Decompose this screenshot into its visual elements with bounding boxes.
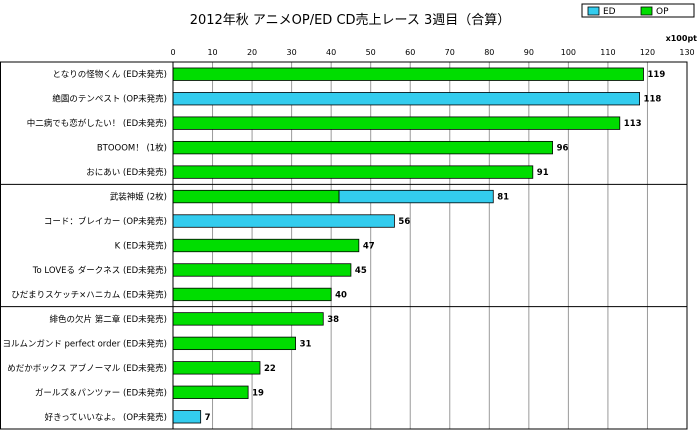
data-label: 81 (497, 193, 509, 203)
unit-label: x100pt (666, 34, 698, 43)
bar-segment (172, 116, 621, 130)
chart-border (0, 61, 688, 430)
x-axis-ticks: 0 10 20 30 40 50 60 70 80 90 100 110 120 130 (170, 48, 694, 57)
bar-segment (172, 189, 340, 204)
category-label: コード：ブレイカー (OP未発売) (44, 216, 167, 227)
bar-segment (172, 140, 553, 155)
bar-segment (172, 410, 202, 424)
category-label: となりの怪物くん (ED未発売) (53, 69, 168, 80)
bar-segment (338, 189, 494, 204)
data-label: 47 (363, 242, 375, 252)
data-label: 45 (355, 266, 367, 276)
bar-segment (172, 336, 296, 351)
x-tick-label: 130 (679, 48, 694, 57)
category-label: BTOOOM！ (1枚) (97, 143, 167, 154)
bar-segment (172, 361, 261, 375)
data-label: 38 (327, 315, 339, 325)
legend-label-op: OP (656, 7, 669, 17)
bar-segment (172, 238, 360, 253)
x-tick-label: 10 (207, 48, 217, 57)
legend-swatch-ed (587, 6, 600, 16)
category-label: 絶園のテンペスト (OP未発売) (52, 94, 167, 105)
data-label: 40 (335, 290, 347, 300)
bar-segment (172, 165, 534, 179)
category-label: K (ED未発売) (115, 241, 167, 252)
bar-segment (172, 263, 352, 277)
x-tick-label: 50 (366, 48, 376, 57)
legend-swatch-op (640, 6, 653, 16)
category-label: ヨルムンガンド perfect order (ED未発売) (3, 338, 168, 349)
bar-segment (172, 312, 324, 326)
legend-label-ed: ED (603, 7, 616, 17)
data-label: 118 (644, 95, 662, 105)
category-label: 緋色の欠片 第二章 (ED未発売) (50, 314, 167, 325)
category-labels: となりの怪物くん (ED未発売) 絶園のテンペスト (OP未発売) 中二病でも恋がし… (3, 69, 168, 423)
x-tick-label: 60 (405, 48, 415, 57)
category-label: ひだまりスケッチ×ハニカム (ED未発売) (11, 289, 167, 300)
bar-segment (172, 385, 249, 399)
x-tick-label: 120 (640, 48, 655, 57)
x-tick-label: 70 (445, 48, 455, 57)
x-tick-label: 0 (170, 48, 175, 57)
data-label: 22 (264, 364, 276, 374)
x-tick-label: 20 (247, 48, 257, 57)
x-tick-label: 90 (524, 48, 534, 57)
category-label: ガールズ＆パンツァー (ED未発売) (35, 387, 167, 398)
legend: ED OP (581, 3, 695, 18)
plot-frame (0, 61, 688, 430)
legend-frame (581, 3, 695, 18)
x-tick-label: 80 (484, 48, 494, 57)
category-label: めだかボックス アブノーマル (ED未発売) (7, 363, 167, 374)
data-label: 91 (537, 168, 549, 178)
category-label: おにあい (ED未発売) (86, 167, 167, 178)
x-tick-label: 40 (326, 48, 336, 57)
data-label: 56 (398, 217, 410, 227)
bar-segment (172, 214, 395, 228)
category-label: 好きっていいなよ。 (OP未発売) (45, 412, 167, 423)
x-tick-label: 110 (600, 48, 615, 57)
category-label: 武装神姫 (2枚) (110, 192, 167, 203)
x-tick-label: 30 (287, 48, 297, 57)
bar-segment (172, 67, 644, 81)
data-label: 119 (648, 70, 666, 80)
data-label: 19 (252, 388, 264, 398)
data-label: 96 (557, 144, 569, 154)
category-label: To LOVEる ダークネス (ED未発売) (32, 265, 167, 276)
value-labels: 119 118 113 96 91 81 56 47 45 40 38 31 22 19 7 (205, 70, 666, 423)
data-label: 7 (205, 413, 211, 423)
category-label: 中二病でも恋がしたい！ (ED未発売) (27, 118, 167, 129)
bar-segment (172, 287, 332, 302)
bar-segment (172, 92, 640, 106)
chart-title: 2012年秋 アニメOP/ED CD売上レース 3週目（合算） (190, 12, 511, 28)
data-label: 113 (624, 119, 642, 129)
bars (172, 67, 644, 424)
data-label: 31 (300, 339, 312, 349)
x-tick-label: 100 (561, 48, 576, 57)
